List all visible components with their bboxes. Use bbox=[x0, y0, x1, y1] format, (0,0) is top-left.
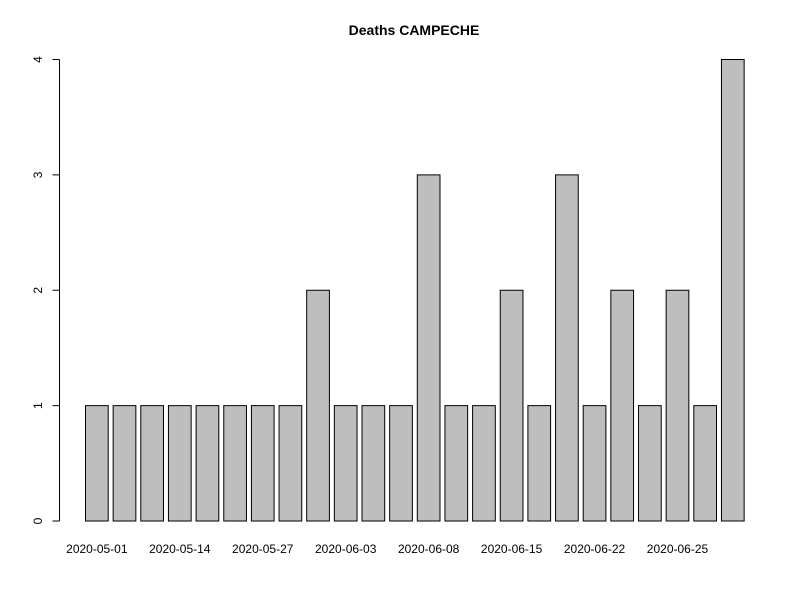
bar-18 bbox=[582, 405, 607, 522]
bar-6 bbox=[250, 405, 275, 522]
bar-13 bbox=[444, 405, 469, 522]
bar-10 bbox=[361, 405, 386, 522]
bar-16 bbox=[527, 405, 552, 522]
chart-title: Deaths CAMPECHE bbox=[349, 22, 480, 38]
bar-8 bbox=[306, 289, 330, 522]
bar-0 bbox=[85, 405, 109, 522]
x-tick-label-6: 2020-06-22 bbox=[564, 542, 626, 556]
y-tick-label-0: 0 bbox=[31, 517, 45, 524]
bar-15 bbox=[499, 289, 524, 522]
x-tick-label-2: 2020-05-27 bbox=[232, 542, 294, 556]
bar-4 bbox=[195, 405, 220, 522]
bar-9 bbox=[333, 405, 358, 522]
bar-11 bbox=[389, 405, 413, 522]
x-tick-label-1: 2020-05-14 bbox=[149, 542, 211, 556]
bar-17 bbox=[555, 174, 579, 522]
x-tick-label-5: 2020-06-15 bbox=[481, 542, 543, 556]
bar-20 bbox=[638, 405, 662, 522]
bars-group bbox=[85, 59, 745, 522]
bar-1 bbox=[112, 405, 137, 522]
bar-23 bbox=[720, 59, 745, 522]
bar-2 bbox=[140, 405, 165, 522]
bar-22 bbox=[693, 405, 717, 522]
y-tick-label-1: 1 bbox=[31, 402, 45, 409]
bar-5 bbox=[223, 405, 247, 522]
x-axis-labels: 2020-05-01 2020-05-14 2020-05-27 2020-06-03… bbox=[66, 542, 708, 556]
bar-12 bbox=[416, 174, 441, 522]
y-axis: 0 1 2 3 4 bbox=[31, 56, 60, 524]
bar-21 bbox=[665, 289, 690, 522]
y-tick-label-2: 2 bbox=[31, 287, 45, 294]
x-tick-label-0: 2020-05-01 bbox=[66, 542, 128, 556]
bar-19 bbox=[610, 289, 635, 522]
x-tick-label-4: 2020-06-08 bbox=[398, 542, 460, 556]
bar-7 bbox=[278, 405, 303, 522]
bar-14 bbox=[472, 405, 496, 522]
x-tick-label-7: 2020-06-25 bbox=[647, 542, 709, 556]
y-tick-label-4: 4 bbox=[31, 56, 45, 63]
x-tick-label-3: 2020-06-03 bbox=[315, 542, 377, 556]
bar-3 bbox=[167, 405, 192, 522]
y-tick-label-3: 3 bbox=[31, 171, 45, 178]
